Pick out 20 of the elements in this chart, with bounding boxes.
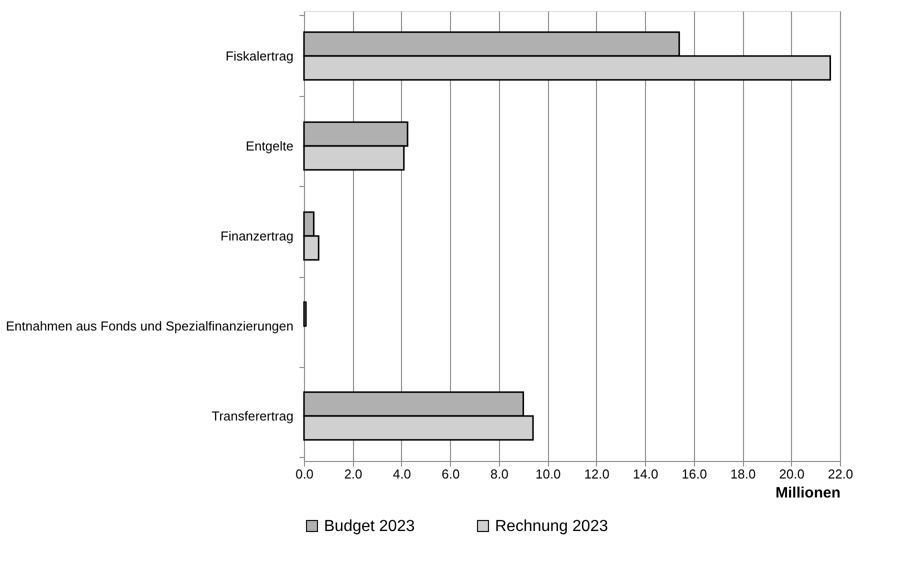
x-tick-label: 10.0 [535,466,561,482]
x-tick-label: 22.0 [828,466,854,482]
x-tick-label: 14.0 [632,466,658,482]
y-tick-label: Entnahmen aus Fonds und Spezialfinanzierungen [6,318,294,334]
legend-label: Budget 2023 [324,518,415,535]
legend-label: Rechnung 2023 [495,518,608,535]
x-tick-label: 20.0 [779,466,804,482]
x-tick-label: 16.0 [682,466,707,482]
x-tick-label: 6.0 [442,466,460,482]
y-tick-label: Transferertrag [212,408,294,424]
y-tick-label: Finanzertrag [220,228,294,244]
x-tick-label: 4.0 [392,466,411,482]
x-tick-label: 8.0 [490,466,508,482]
y-tick-label: Fiskalertrag [226,48,294,64]
y-tick-label: Entgelte [246,138,294,154]
x-tick-label: 2.0 [344,466,362,482]
x-tick-label: 12.0 [584,466,610,482]
x-tick-label: 18.0 [730,466,756,482]
x-axis-title: Millionen [776,484,840,502]
x-tick-label: 0.0 [295,466,314,482]
